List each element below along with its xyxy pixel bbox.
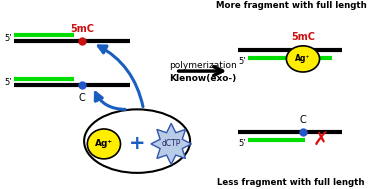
FancyArrowPatch shape — [99, 46, 143, 107]
Ellipse shape — [287, 46, 320, 72]
Text: 5’: 5’ — [238, 57, 246, 66]
Ellipse shape — [87, 129, 120, 159]
Text: Ag⁺: Ag⁺ — [295, 54, 311, 64]
Text: Ag⁺: Ag⁺ — [95, 139, 113, 148]
Text: 5’: 5’ — [238, 139, 246, 148]
Text: dCTP: dCTP — [162, 139, 181, 148]
Text: C: C — [300, 115, 306, 125]
Text: C: C — [79, 93, 85, 103]
FancyArrowPatch shape — [95, 93, 125, 109]
Text: 5’: 5’ — [5, 34, 12, 43]
Text: Klenow(exo-): Klenow(exo-) — [169, 74, 236, 83]
Text: 5’: 5’ — [5, 78, 12, 87]
Text: ✗: ✗ — [312, 131, 329, 150]
Text: 5mC: 5mC — [70, 24, 94, 34]
Text: +: + — [129, 134, 146, 153]
Text: 5mC: 5mC — [291, 32, 315, 42]
Text: polymerization: polymerization — [169, 61, 237, 70]
PathPatch shape — [151, 123, 191, 164]
Text: Less fragment with full length: Less fragment with full length — [217, 178, 365, 187]
Text: More fragment with full length: More fragment with full length — [215, 1, 366, 10]
